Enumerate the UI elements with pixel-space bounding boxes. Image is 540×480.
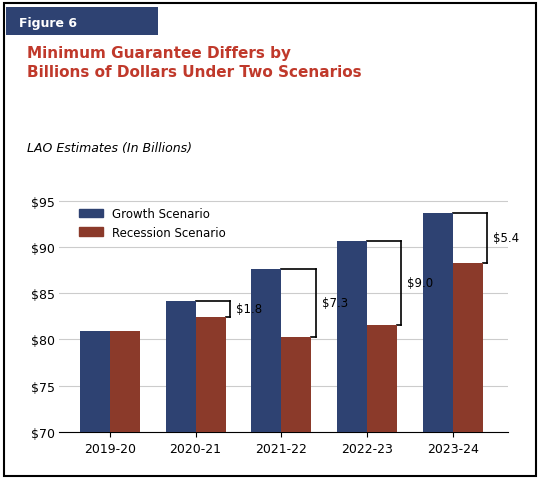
Legend: Growth Scenario, Recession Scenario: Growth Scenario, Recession Scenario xyxy=(75,203,231,244)
Bar xyxy=(423,213,453,480)
Text: LAO Estimates (In Billions): LAO Estimates (In Billions) xyxy=(27,142,192,155)
Text: $7.3: $7.3 xyxy=(322,297,348,310)
Text: $1.8: $1.8 xyxy=(236,303,262,316)
Bar xyxy=(453,263,483,480)
Text: Minimum Guarantee Differs by
Billions of Dollars Under Two Scenarios: Minimum Guarantee Differs by Billions of… xyxy=(27,46,362,80)
Bar xyxy=(110,331,140,480)
Text: $9.0: $9.0 xyxy=(408,277,434,290)
Text: $5.4: $5.4 xyxy=(493,232,519,245)
Bar xyxy=(195,318,226,480)
Bar xyxy=(337,242,367,480)
Bar xyxy=(166,301,195,480)
Text: Figure 6: Figure 6 xyxy=(18,17,77,30)
Bar xyxy=(367,325,397,480)
Bar xyxy=(251,270,281,480)
Bar xyxy=(80,331,110,480)
Bar xyxy=(281,337,312,480)
